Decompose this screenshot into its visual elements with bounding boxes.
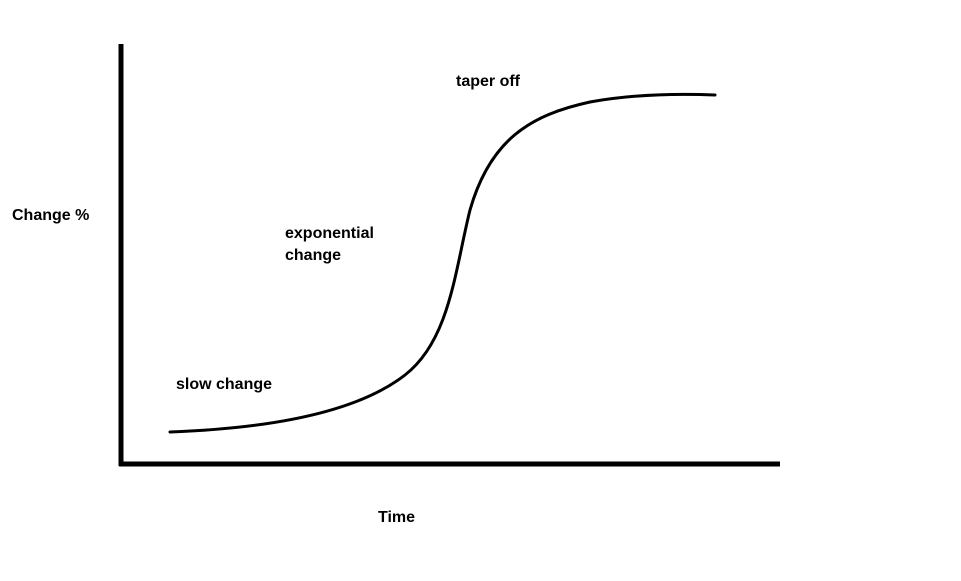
x-axis-label: Time	[378, 509, 416, 526]
annotation-exponential-line1: exponential	[285, 225, 374, 242]
y-axis-label: Change %	[12, 207, 90, 224]
s-curve	[168, 92, 717, 434]
annotation-exponential-change: exponential change	[285, 223, 374, 267]
annotation-exponential-line2: change	[285, 247, 342, 264]
annotation-taper-off: taper off	[456, 73, 520, 90]
annotation-slow-change: slow change	[176, 376, 273, 393]
